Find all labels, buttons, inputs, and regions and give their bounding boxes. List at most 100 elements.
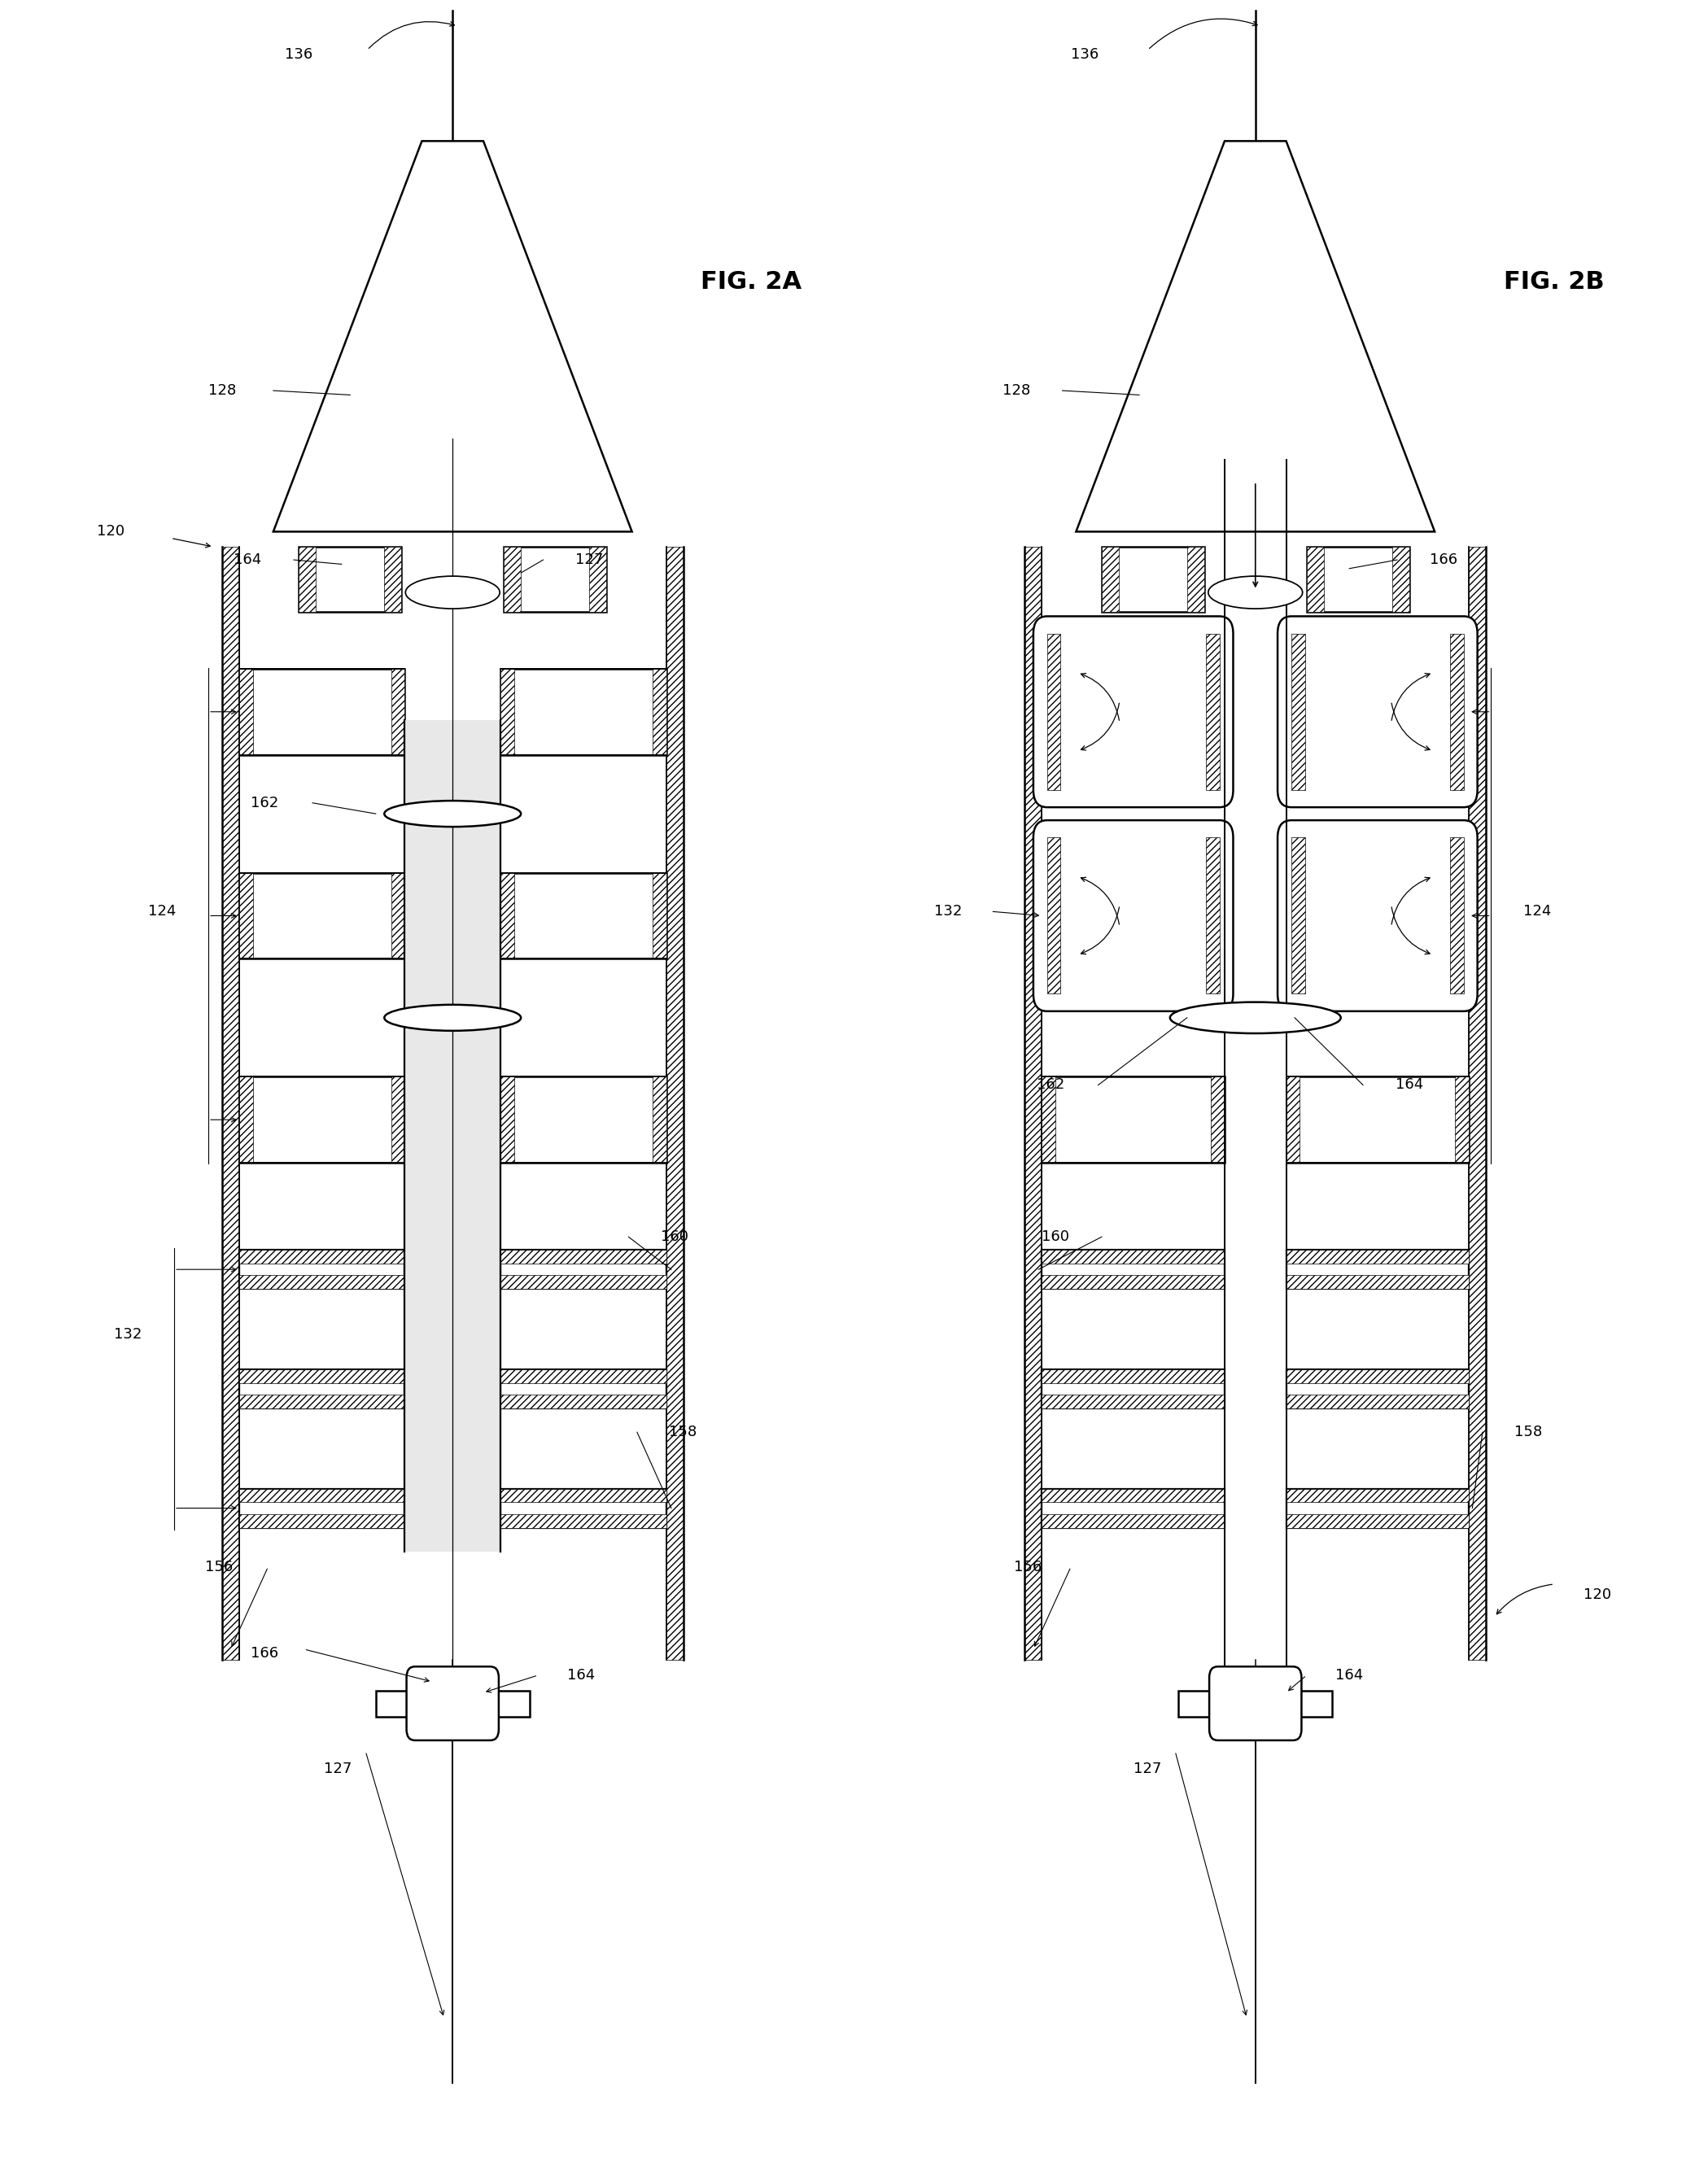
Text: 166: 166	[1430, 553, 1457, 566]
Bar	[500, 1076, 514, 1163]
Bar	[1042, 1076, 1225, 1163]
Bar	[500, 1250, 666, 1289]
Bar	[239, 1489, 405, 1502]
Bar	[1187, 547, 1204, 612]
Bar	[1047, 838, 1061, 994]
Bar	[1450, 634, 1464, 790]
Bar	[299, 547, 316, 612]
Text: FIG. 2A: FIG. 2A	[700, 271, 803, 293]
Bar	[222, 547, 239, 1660]
Bar	[500, 872, 666, 959]
Bar	[384, 547, 401, 612]
Bar	[500, 1489, 666, 1528]
Bar	[239, 872, 253, 959]
Text: 136: 136	[1071, 48, 1098, 61]
Polygon shape	[273, 141, 632, 532]
Bar	[1102, 547, 1204, 612]
Bar	[652, 872, 666, 959]
Text: 158: 158	[670, 1426, 697, 1439]
Text: 128: 128	[1003, 384, 1030, 397]
Bar	[1102, 547, 1119, 612]
Bar	[500, 1515, 666, 1528]
Bar	[1042, 1250, 1225, 1289]
Bar	[239, 872, 405, 959]
Bar	[1206, 838, 1220, 994]
Bar	[500, 1250, 666, 1263]
Text: 164: 164	[234, 553, 261, 566]
Ellipse shape	[405, 575, 500, 610]
Text: 166: 166	[251, 1647, 278, 1660]
Bar	[589, 547, 606, 612]
Bar	[500, 872, 514, 959]
Ellipse shape	[384, 801, 521, 827]
Text: 156: 156	[205, 1560, 232, 1573]
Text: 164: 164	[1336, 1669, 1363, 1682]
Bar	[1042, 1395, 1225, 1408]
Bar	[376, 1690, 441, 1716]
Bar	[1042, 1076, 1056, 1163]
Bar	[504, 547, 606, 612]
Bar	[239, 1076, 253, 1163]
Bar	[1042, 1276, 1225, 1289]
Bar	[1286, 1395, 1469, 1408]
Text: 127: 127	[1134, 1762, 1161, 1775]
Bar	[1042, 1489, 1225, 1528]
Text: 162: 162	[251, 796, 278, 809]
Text: 136: 136	[285, 48, 313, 61]
Bar	[1291, 838, 1305, 994]
Ellipse shape	[1208, 575, 1303, 610]
Bar	[1211, 1076, 1225, 1163]
Bar	[500, 1369, 666, 1408]
FancyBboxPatch shape	[1209, 1667, 1301, 1740]
Bar	[1042, 1369, 1225, 1408]
Bar	[1286, 1250, 1469, 1263]
FancyBboxPatch shape	[1033, 820, 1233, 1011]
Bar	[1286, 1369, 1469, 1408]
Text: 120: 120	[1583, 1588, 1611, 1601]
Bar	[391, 668, 405, 755]
Bar	[1179, 1690, 1242, 1716]
Bar	[1450, 838, 1464, 994]
Bar	[1206, 634, 1220, 790]
Bar	[652, 668, 666, 755]
Bar	[1286, 1515, 1469, 1528]
Bar	[1267, 1690, 1332, 1716]
Bar	[1042, 1369, 1225, 1382]
Text: 127: 127	[576, 553, 603, 566]
Bar	[1392, 547, 1409, 612]
Text: 124: 124	[1524, 905, 1551, 918]
Bar	[500, 1076, 666, 1163]
Text: 132: 132	[114, 1328, 142, 1341]
Bar	[1307, 547, 1409, 612]
Bar	[500, 1395, 666, 1408]
Text: 128: 128	[208, 384, 236, 397]
FancyBboxPatch shape	[1033, 616, 1233, 807]
Bar	[1286, 1369, 1469, 1382]
Text: 164: 164	[1395, 1078, 1423, 1092]
Text: 132: 132	[934, 905, 962, 918]
Bar	[500, 668, 514, 755]
Bar	[1025, 547, 1042, 1660]
Text: 160: 160	[661, 1230, 688, 1243]
Bar	[405, 720, 500, 1552]
Bar	[239, 1515, 405, 1528]
Bar	[391, 1076, 405, 1163]
Bar	[239, 1076, 405, 1163]
Text: 164: 164	[567, 1669, 594, 1682]
Bar	[666, 547, 683, 1660]
Bar	[504, 547, 521, 612]
Bar	[500, 668, 666, 755]
Bar	[1042, 1250, 1225, 1263]
Bar	[239, 668, 253, 755]
Bar	[1469, 547, 1486, 1660]
Bar	[239, 1250, 405, 1263]
Bar	[1455, 1076, 1469, 1163]
Bar	[1286, 1076, 1300, 1163]
Bar	[1042, 1515, 1225, 1528]
Bar	[500, 1276, 666, 1289]
Bar	[465, 1690, 529, 1716]
Bar	[500, 1489, 666, 1502]
Text: FIG. 2B: FIG. 2B	[1505, 271, 1604, 293]
Text: 124: 124	[149, 905, 176, 918]
Bar	[1291, 634, 1305, 790]
